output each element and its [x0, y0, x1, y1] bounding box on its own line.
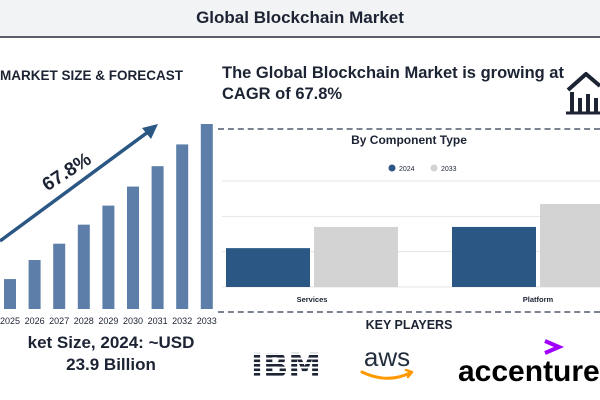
forecast-chart: 2025 2026 2027 2028 2029 2030 2031 2032 2033 67.8… — [0, 124, 217, 326]
component-bar — [540, 203, 600, 287]
svg-text:IBM: IBM — [251, 346, 321, 382]
legend-label: 2033 — [441, 166, 457, 173]
legend-marker — [388, 164, 396, 172]
aws-logo: aws — [360, 342, 414, 380]
forecast-bar — [4, 279, 16, 309]
forecast-tick-label: 2028 — [74, 316, 94, 326]
market-size-line-1: ket Size, 2024: ~USD — [27, 333, 195, 352]
component-category-label: Services — [297, 295, 328, 304]
forecast-tick-label: 2025 — [0, 316, 20, 326]
forecast-tick-label: 2029 — [98, 316, 118, 326]
forecast-bar — [176, 144, 189, 309]
market-size-text: ket Size, 2024: ~USD 23.9 Billion — [0, 332, 222, 376]
forecast-bar — [102, 205, 115, 309]
component-chart-title: By Component Type — [351, 133, 467, 147]
forecast-bar — [127, 186, 139, 309]
cagr-headline: The Global Blockchain Market is growing … — [222, 64, 564, 103]
accenture-logo: accenture — [458, 339, 600, 388]
key-players-title: KEY PLAYERS — [365, 318, 453, 332]
component-chart: 2024 2033 Services Platform — [222, 164, 600, 304]
forecast-bar — [77, 224, 90, 309]
trend-arrowhead — [142, 124, 158, 139]
component-bar — [452, 226, 536, 287]
svg-text:accenture: accenture — [458, 355, 600, 388]
title-bar: Global Blockchain Market — [0, 0, 600, 38]
component-bar — [314, 226, 398, 287]
trend-arrow-icon — [0, 130, 150, 243]
forecast-heading: MARKET SIZE & FORECAST — [0, 68, 184, 83]
forecast-tick-label: 2032 — [172, 316, 192, 326]
ibm-logo: IBM — [251, 346, 321, 382]
divider-bottom — [218, 311, 600, 313]
forecast-bar — [28, 260, 41, 309]
forecast-tick-label: 2031 — [148, 316, 168, 326]
component-category-label: Platform — [523, 295, 554, 304]
legend-marker — [430, 164, 438, 172]
svg-text:aws: aws — [364, 342, 410, 372]
forecast-bar — [151, 166, 164, 309]
divider-top — [218, 128, 600, 130]
forecast-bar — [53, 243, 66, 309]
forecast-tick-label: 2026 — [25, 316, 45, 326]
forecast-tick-label: 2027 — [49, 316, 69, 326]
component-bar — [226, 248, 310, 287]
house-chart-icon — [566, 72, 600, 115]
market-size-line-2: 23.9 Billion — [66, 355, 156, 374]
forecast-tick-label: 2030 — [123, 316, 143, 326]
forecast-bar — [200, 124, 213, 309]
cagr-annotation: 67.8% — [39, 149, 96, 196]
legend-label: 2024 — [399, 166, 415, 173]
forecast-tick-label: 2033 — [197, 316, 217, 326]
page-title: Global Blockchain Market — [196, 8, 404, 27]
